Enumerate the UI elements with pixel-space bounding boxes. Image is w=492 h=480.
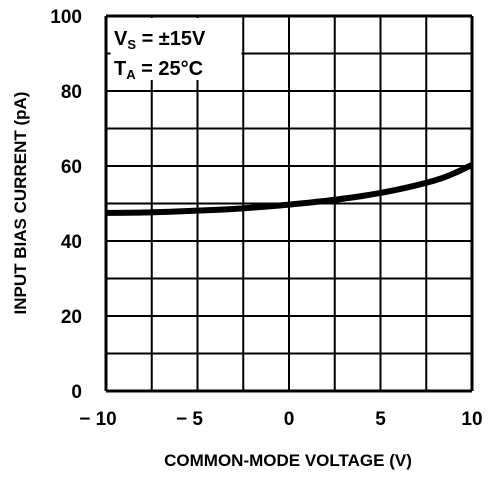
condition-label-1: VS = ±15V xyxy=(114,28,206,52)
x-axis-label: COMMON-MODE VOLTAGE (V) xyxy=(164,451,412,470)
y-tick-label: 20 xyxy=(61,307,82,328)
annotation-background xyxy=(110,18,242,80)
y-tick-label: 60 xyxy=(61,157,82,178)
condition-value: = 25°C xyxy=(136,58,203,80)
condition-value: = ±15V xyxy=(136,28,206,50)
y-tick-label: 100 xyxy=(50,7,82,28)
y-tick-label: 40 xyxy=(61,232,82,253)
series-layer xyxy=(105,162,474,216)
x-tick-label: − 10 xyxy=(79,409,117,430)
x-tick-label: 5 xyxy=(375,409,386,430)
condition-symbol: T xyxy=(114,58,126,80)
x-tick-label: 0 xyxy=(284,409,295,430)
x-tick-label: − 5 xyxy=(176,409,203,430)
condition-label-2: TA = 25°C xyxy=(114,58,203,82)
y-tick-labels: 0 20 40 60 80 100 xyxy=(50,7,82,403)
annotation-box: VS = ±15V TA = 25°C xyxy=(114,28,206,82)
y-axis-label: INPUT BIAS CURRENT (pA) xyxy=(11,92,30,315)
condition-symbol: V xyxy=(114,28,128,50)
x-tick-label: 10 xyxy=(461,409,482,430)
y-tick-label: 0 xyxy=(71,382,82,403)
x-tick-labels: − 10 − 5 0 5 10 xyxy=(79,409,482,430)
condition-subscript: A xyxy=(126,67,136,82)
condition-subscript: S xyxy=(127,37,136,52)
y-tick-label: 80 xyxy=(61,82,82,103)
grid xyxy=(104,14,474,393)
series-line-1 xyxy=(105,162,474,216)
